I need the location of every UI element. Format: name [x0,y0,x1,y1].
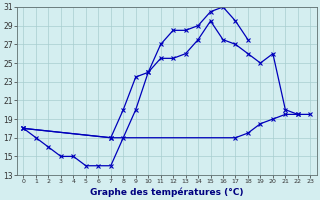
X-axis label: Graphe des températures (°C): Graphe des températures (°C) [90,187,244,197]
